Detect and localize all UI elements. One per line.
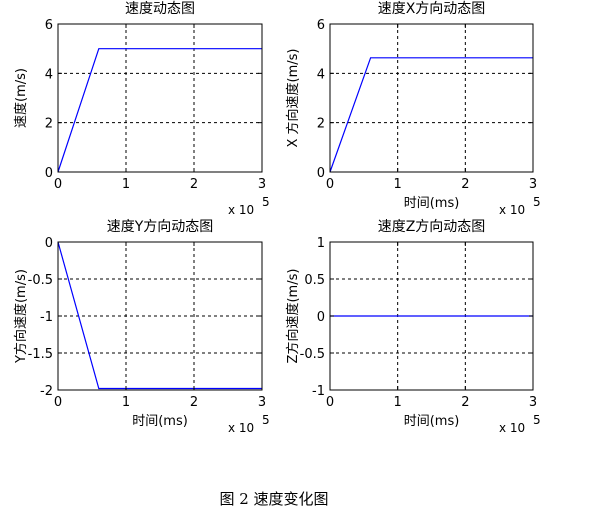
x-axis-label: 时间(ms): [404, 196, 460, 211]
y-tick-label: -0.5: [28, 273, 53, 288]
x-tick-label: 3: [258, 395, 266, 410]
x-tick-label: 3: [529, 177, 537, 192]
y-axis-label: Y方向速度(m/s): [13, 269, 29, 364]
x-multiplier-label: x 10: [499, 421, 525, 435]
y-tick-label: 1: [317, 236, 325, 251]
y-tick-label: -0.5: [300, 347, 325, 362]
x-tick-label: 0: [54, 177, 62, 192]
x-multiplier-label: x 10: [228, 421, 254, 435]
figure-caption: 图 2 速度变化图: [219, 490, 329, 508]
y-tick-label: 2: [317, 117, 325, 132]
chart-title: 速度Z方向动态图: [378, 219, 486, 235]
x-tick-label: 0: [326, 177, 334, 192]
y-tick-label: -1.5: [28, 347, 53, 362]
y-axis-label: 速度(m/s): [13, 68, 29, 128]
y-tick-label: 6: [317, 18, 325, 33]
x-axis-label: 时间(ms): [132, 414, 188, 429]
chart-title: 速度Y方向动态图: [107, 219, 214, 235]
y-tick-label: -1: [40, 310, 53, 325]
x-multiplier-label: x 10: [499, 203, 525, 217]
x-axis-label: 时间(ms): [404, 414, 460, 429]
y-tick-label: 2: [45, 117, 53, 132]
chart-title: 速度动态图: [125, 1, 195, 17]
y-tick-label: 0: [317, 310, 325, 325]
x-tick-label: 2: [461, 177, 469, 192]
y-axis-label: Z方向速度(m/s): [285, 269, 301, 364]
y-tick-label: 0.5: [304, 273, 325, 288]
x-tick-label: 2: [190, 177, 198, 192]
x-tick-label: 0: [326, 395, 334, 410]
x-tick-label: 1: [122, 395, 130, 410]
x-tick-label: 1: [394, 177, 402, 192]
y-tick-label: 0: [45, 166, 53, 181]
series-line-1: [57, 241, 262, 390]
y-tick-label: 0: [317, 166, 325, 181]
x-tick-label: 3: [529, 395, 537, 410]
x-multiplier-exponent: 5: [533, 195, 541, 209]
x-tick-label: 2: [461, 395, 469, 410]
x-tick-label: 2: [190, 395, 198, 410]
chart-title: 速度X方向动态图: [378, 1, 486, 17]
y-tick-label: 0: [45, 236, 53, 251]
y-tick-label: 4: [317, 67, 325, 82]
y-tick-label: -2: [40, 384, 53, 399]
axes-frame: [329, 23, 534, 173]
x-tick-label: 1: [394, 395, 402, 410]
x-multiplier-exponent: 5: [533, 413, 541, 427]
x-tick-label: 0: [54, 395, 62, 410]
axes-frame: [57, 23, 263, 173]
y-tick-label: 6: [45, 18, 53, 33]
series-line-1: [57, 48, 262, 173]
series-line-1: [329, 57, 533, 173]
x-tick-label: 1: [122, 177, 130, 192]
x-multiplier-label: x 10: [228, 203, 254, 217]
y-tick-label: 4: [45, 67, 53, 82]
y-tick-label: -1: [312, 384, 325, 399]
x-multiplier-exponent: 5: [262, 413, 270, 427]
x-tick-label: 3: [258, 177, 266, 192]
y-axis-label: X 方向速度(m/s): [285, 49, 301, 148]
x-multiplier-exponent: 5: [262, 195, 270, 209]
